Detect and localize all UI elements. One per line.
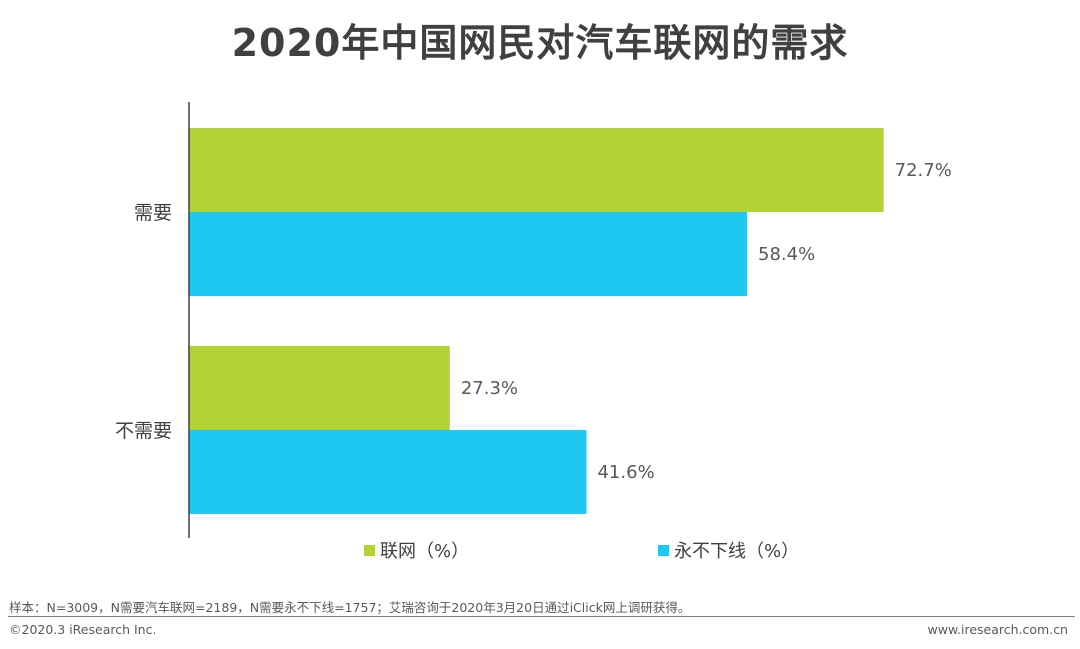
data-label: 27.3% — [461, 378, 518, 399]
website-link[interactable]: www.iresearch.com.cn — [927, 622, 1069, 637]
footer-divider — [8, 616, 1075, 617]
bars-group — [189, 128, 884, 514]
copyright-text: ©2020.3 iResearch Inc. — [9, 622, 157, 637]
sample-note: 样本：N=3009，N需要汽车联网=2189，N需要永不下线=1757；艾瑞咨询… — [9, 600, 691, 615]
legend-swatch — [364, 545, 375, 556]
bar-yongbuxiaxian-no-need — [189, 430, 587, 514]
data-label: 58.4% — [758, 244, 815, 265]
legend-label: 联网（%） — [380, 541, 469, 562]
data-label: 41.6% — [597, 462, 654, 483]
legend: 联网（%） 永不下线（%） — [364, 541, 799, 562]
bar-lianwang-no-need — [189, 346, 450, 430]
data-label: 72.7% — [895, 160, 952, 181]
category-label: 不需要 — [115, 420, 172, 442]
bar-lianwang-need — [189, 128, 884, 212]
legend-label: 永不下线（%） — [674, 541, 799, 562]
legend-swatch — [658, 545, 669, 556]
bar-yongbuxiaxian-need — [189, 212, 748, 296]
category-label: 需要 — [134, 202, 172, 224]
chart-title: 2020年中国网民对汽车联网的需求 — [231, 21, 849, 65]
labels-group: 72.7% 58.4% 需要 27.3% 41.6% 不需要 — [115, 160, 952, 483]
